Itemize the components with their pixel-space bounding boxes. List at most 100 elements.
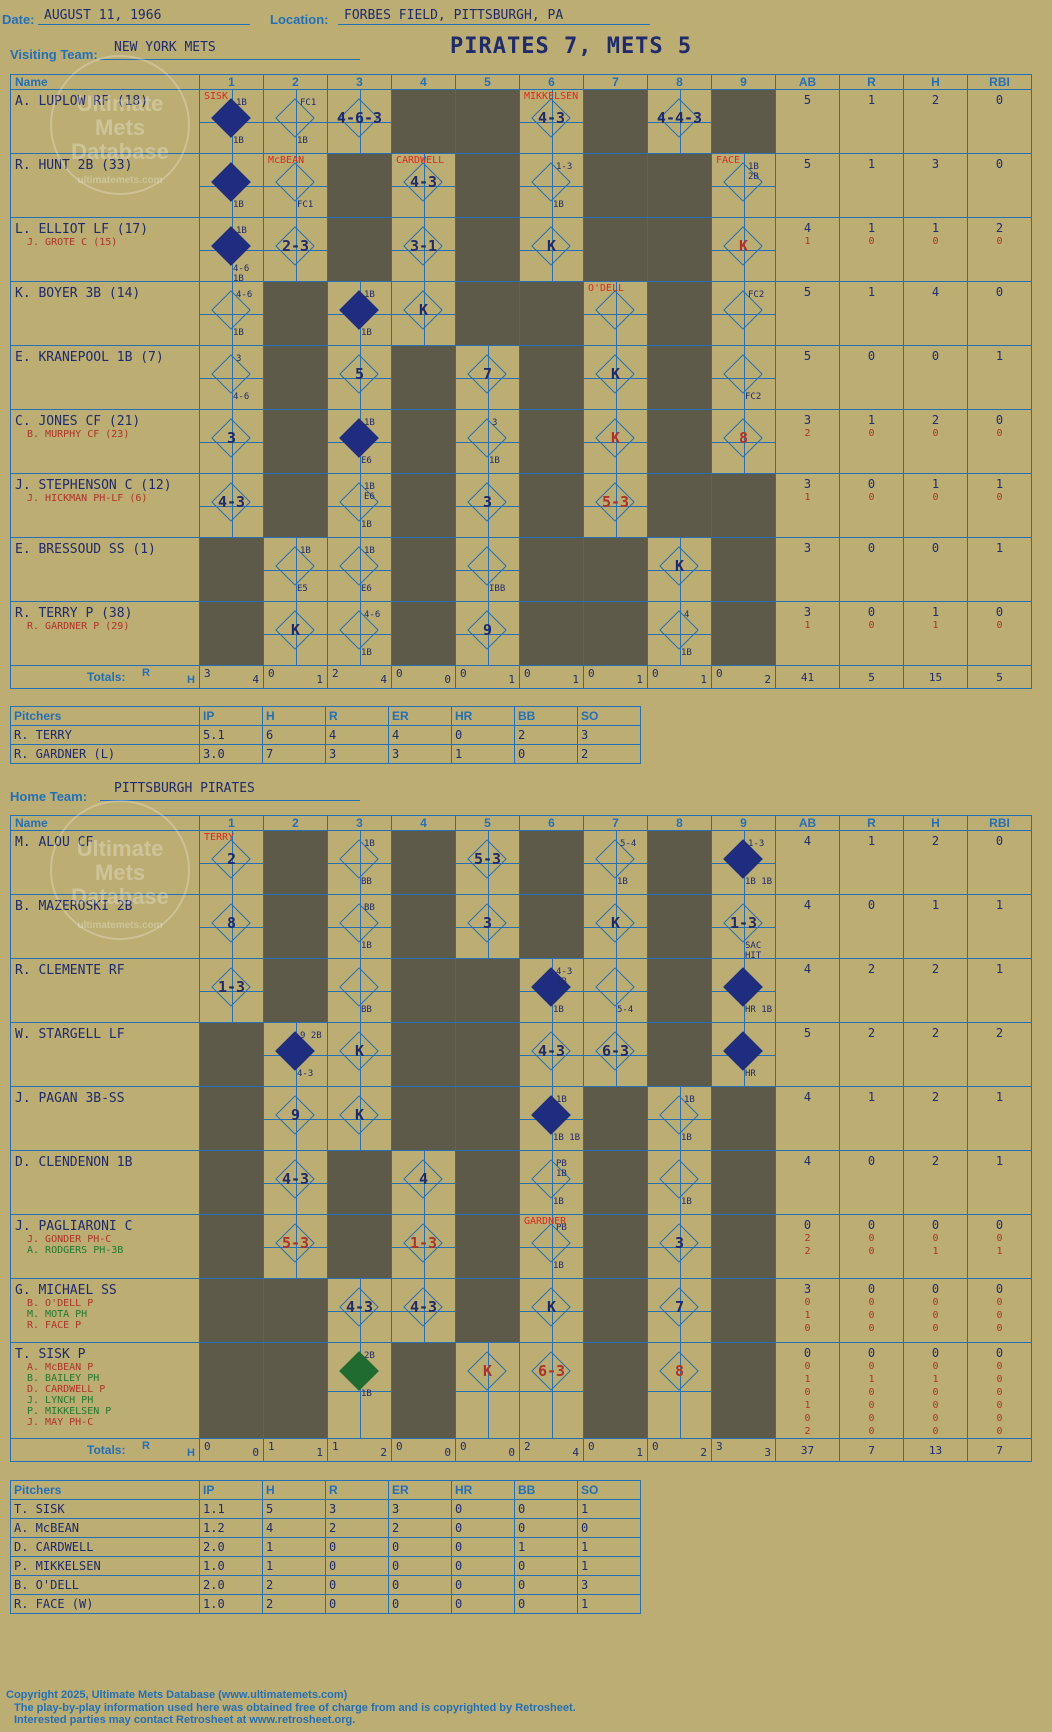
at-bat-box: 5	[327, 345, 392, 410]
batter-stat: 1	[839, 830, 904, 895]
play-note: 3	[492, 418, 498, 428]
at-bat-box	[391, 89, 456, 154]
at-bat-box	[711, 473, 776, 538]
pitcher-header: ER	[388, 1480, 452, 1500]
stat-value: 0	[932, 492, 939, 503]
play-note: 4	[684, 610, 690, 620]
pitcher-stat: 7	[262, 744, 326, 764]
pitcher-row: R. TERRY 5.1 6 4 4 0 2 3	[10, 725, 641, 745]
inning-header: 4	[391, 74, 456, 90]
at-bat-box: 4-4-3	[647, 89, 712, 154]
stat-value: 5	[803, 285, 812, 299]
pitcher-stat: 2.0	[199, 1575, 263, 1595]
grid-line	[679, 1087, 681, 1150]
diamond-icon	[211, 162, 251, 202]
at-bat-box: K	[583, 894, 648, 959]
stat-value: 0	[868, 236, 875, 247]
pitcher-change: GARDNER	[524, 1216, 567, 1227]
sub-name: R. FACE P	[27, 1320, 82, 1331]
grid-line	[359, 602, 361, 665]
pitcher-header: IP	[199, 1480, 263, 1500]
batter-stat: 0	[839, 894, 904, 959]
stat-value: 1	[931, 605, 940, 619]
play-result: 6-3	[601, 1042, 630, 1060]
at-bat-box: 4 1B	[647, 601, 712, 666]
stat-value: 3	[931, 157, 940, 171]
grid-line	[679, 90, 681, 153]
pitcher-stat: 0	[325, 1575, 389, 1595]
play-note: 1B	[553, 200, 564, 210]
batter-stat: 1	[967, 894, 1032, 959]
batter-stat: 5	[775, 1022, 840, 1087]
inning-runs: 0	[396, 667, 403, 680]
batter-stat: 0	[839, 537, 904, 602]
inning-header: 6	[519, 815, 584, 831]
at-bat-box: 1B E6 1B	[327, 473, 392, 538]
totals-row: Totals: R H 0 0 1 1 1 2 0 0 0 0 2 4 0 1 0 2 3 3 37 7 13 7	[10, 1438, 1032, 1462]
at-bat-box	[263, 281, 328, 346]
play-result: 2	[226, 850, 237, 868]
stat-value: 1	[867, 157, 876, 171]
batter-row: D. CLENDENON 1B 4-3 4 PB 1B 1B 1B 4 0 2 1	[10, 1150, 1032, 1215]
play-result: 6-3	[537, 1362, 566, 1380]
grid-line	[743, 282, 745, 345]
batter-stat: 4	[775, 958, 840, 1023]
batter-stat: 2	[903, 1022, 968, 1087]
game-date: AUGUST 11, 1966	[44, 8, 162, 23]
pitcher-change: CARDWELL	[396, 155, 445, 166]
at-bat-box: 4-3 2B 1B	[519, 958, 584, 1023]
at-bat-box	[327, 1214, 392, 1279]
stat-value: 1	[867, 413, 876, 427]
grid-line	[295, 218, 297, 281]
batter-stat: 1	[839, 281, 904, 346]
pitcher-row: B. O'DELL 2.0 2 0 0 0 0 3	[10, 1575, 641, 1595]
stat-value: 4	[803, 898, 812, 912]
stat-value: 0	[868, 1297, 875, 1308]
stat-value: 0	[996, 1400, 1003, 1411]
stat-value: 0	[868, 1233, 875, 1244]
inning-runs: 0	[716, 667, 723, 680]
grid-line	[359, 831, 361, 894]
pitcher-row: P. MIKKELSEN 1.0 1 0 0 0 0 1	[10, 1556, 641, 1576]
batter-stat: 2	[903, 830, 968, 895]
play-note: 1B	[297, 136, 308, 146]
at-bat-box	[711, 601, 776, 666]
batter-name: W. STARGELL LF	[15, 1027, 125, 1042]
location-label: Location:	[270, 12, 329, 27]
stat-value: 0	[996, 1374, 1003, 1385]
stat-value: 2	[931, 1090, 940, 1104]
pitcher-stat: 0	[451, 1537, 515, 1557]
play-note: HR	[745, 1069, 756, 1079]
stat-value: 0	[995, 285, 1004, 299]
inning-runs: 2	[524, 1440, 531, 1453]
pitcher-header: H	[262, 706, 326, 726]
inning-runs: 1	[268, 1440, 275, 1453]
pitcher-stat: 1	[451, 744, 515, 764]
diamond-icon	[659, 610, 699, 650]
stat-value: 0	[996, 1361, 1003, 1372]
at-bat-box: 1B E6	[327, 537, 392, 602]
at-bat-box: 4-3	[327, 1278, 392, 1343]
play-result: 1-3	[729, 914, 758, 932]
watermark-logo: Ultimate Mets Database ultimatemets.com	[50, 55, 190, 195]
grid-line	[487, 538, 489, 601]
at-bat-box: 9	[263, 1086, 328, 1151]
at-bat-box	[519, 830, 584, 895]
stat-value: 0	[932, 428, 939, 439]
play-note: 1B	[684, 1095, 695, 1105]
diamond-icon	[723, 1031, 763, 1071]
pitcher-change: FACE	[716, 155, 741, 166]
stat-value: 0	[932, 1387, 939, 1398]
grid-line	[551, 90, 553, 153]
grid-line	[359, 959, 361, 1022]
batter-name-cell: J. PAGAN 3B-SS	[10, 1086, 200, 1151]
batter-stat: 2	[903, 89, 968, 154]
home-team: PITTSBURGH PIRATES	[114, 781, 255, 796]
